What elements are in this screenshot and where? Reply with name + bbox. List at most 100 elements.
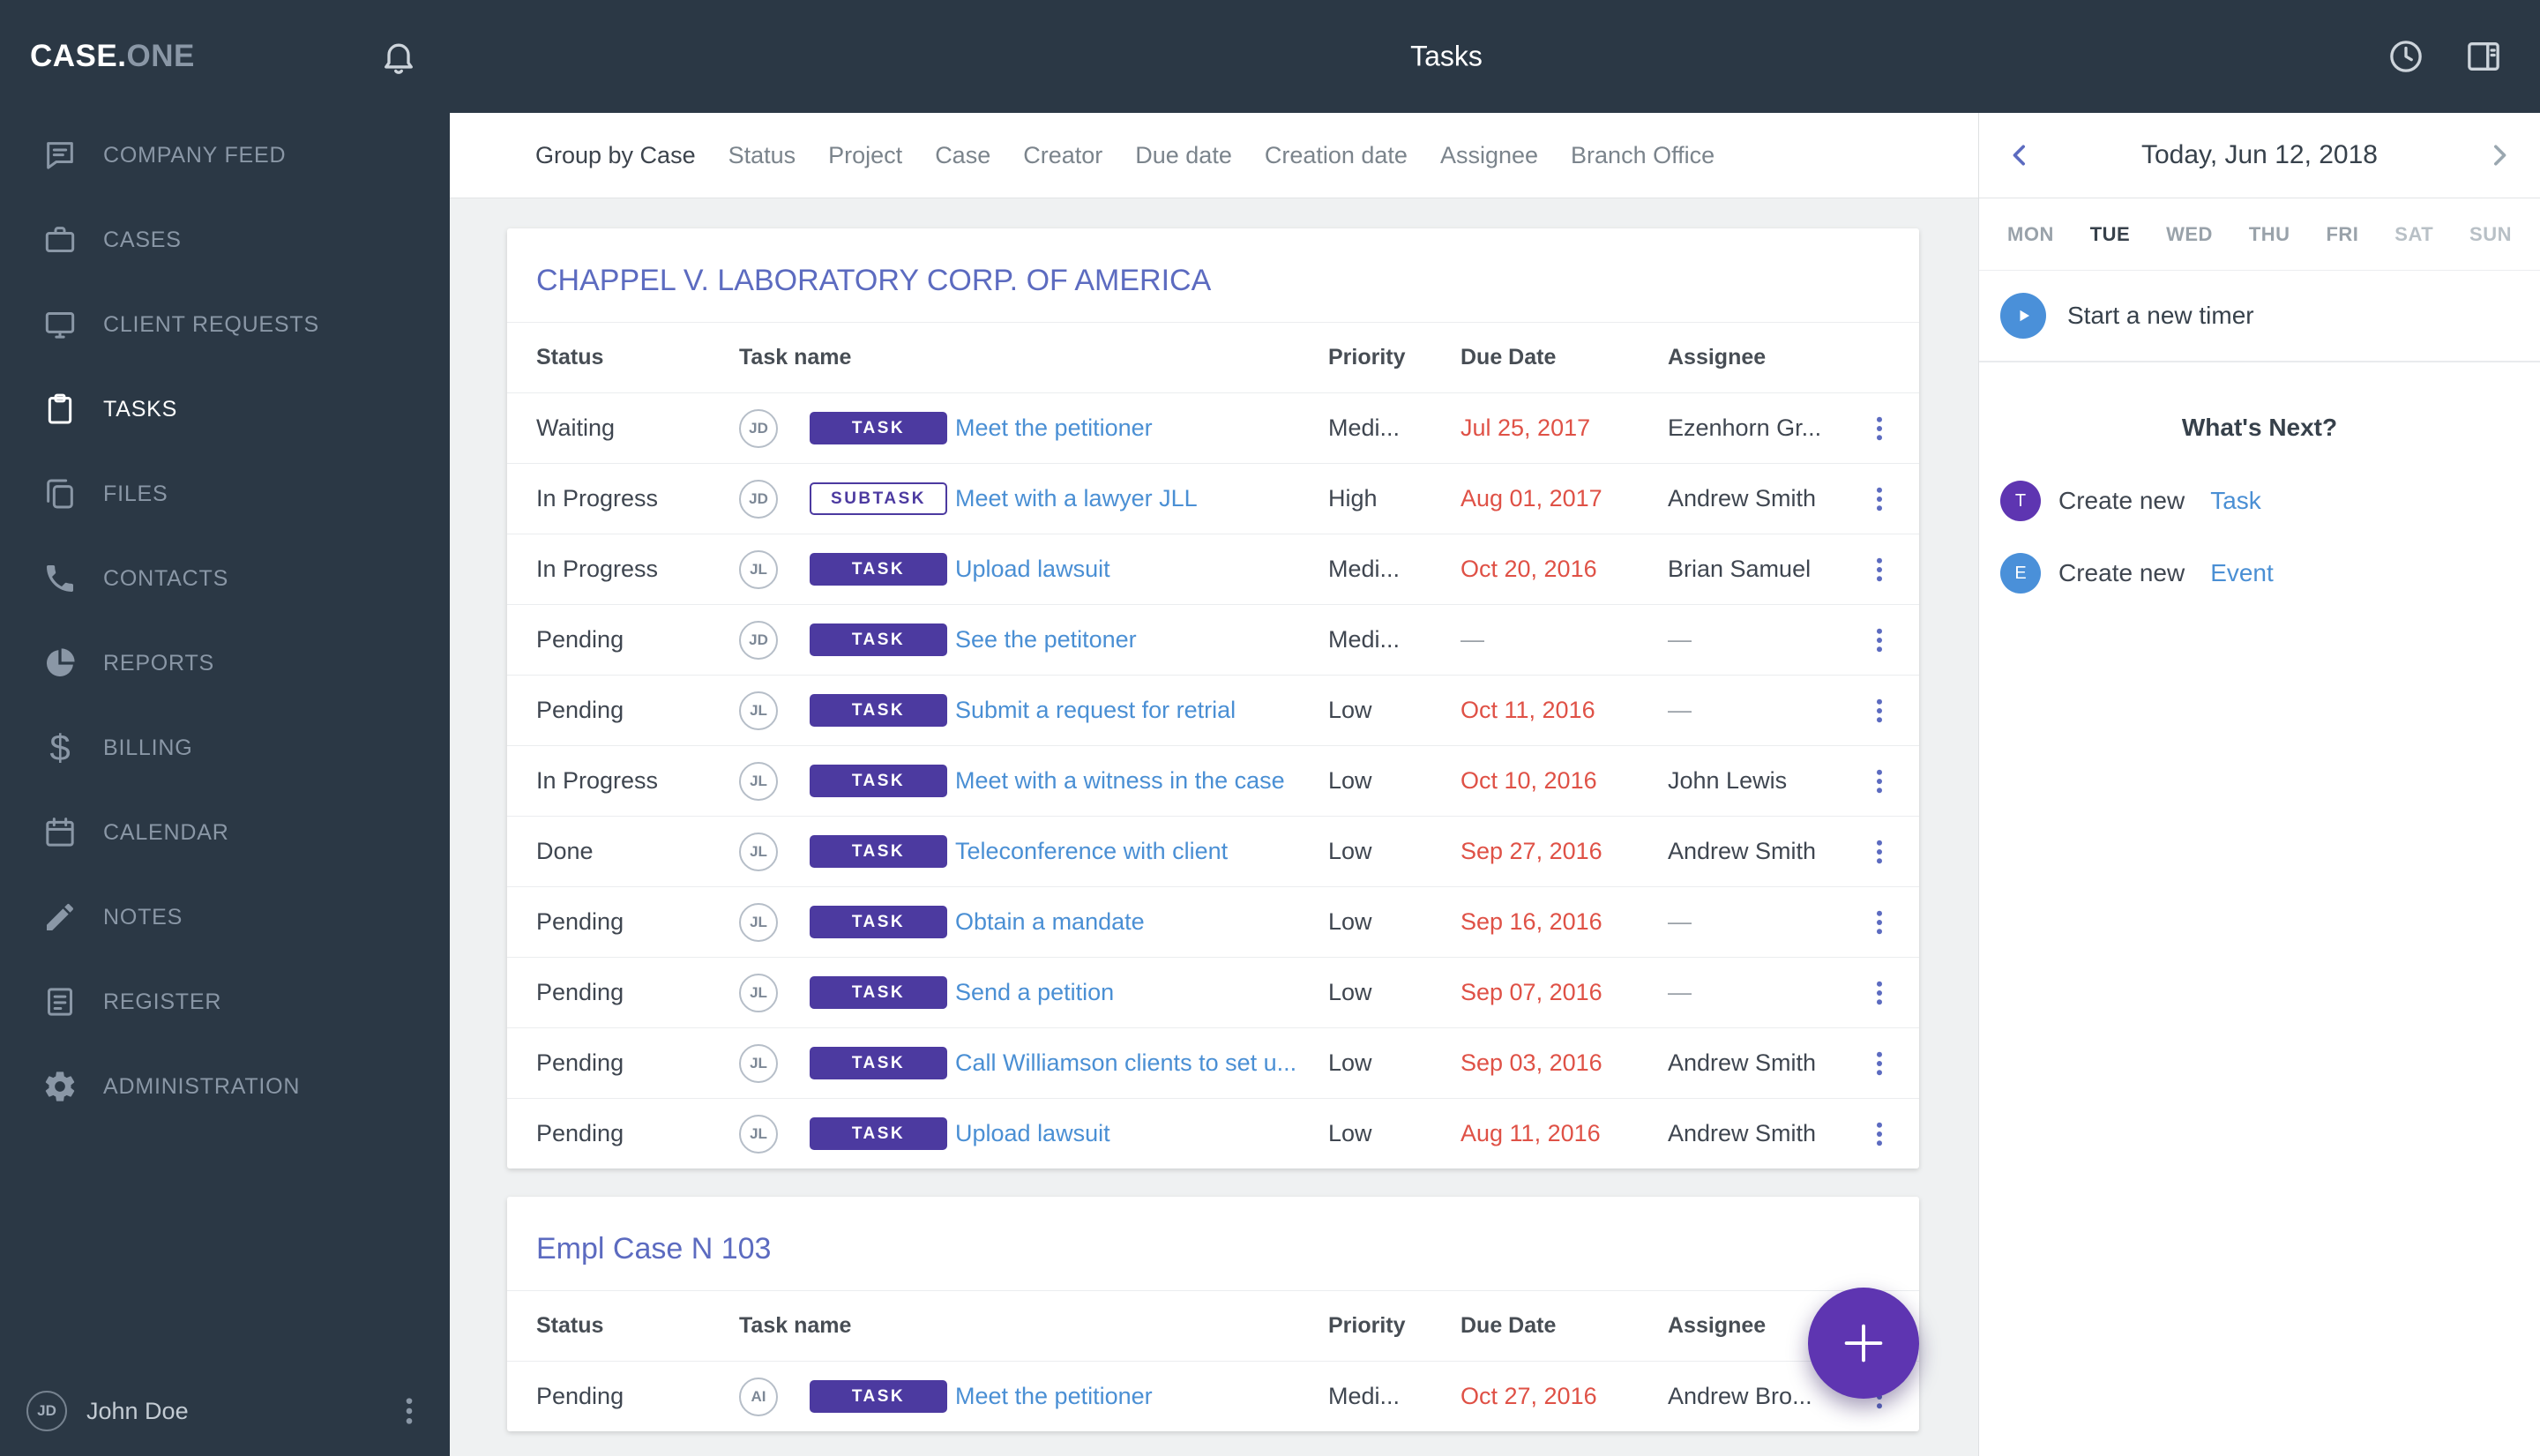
sidebar-item-administration[interactable]: ADMINISTRATION xyxy=(0,1044,450,1129)
notifications-bell-icon[interactable] xyxy=(379,37,418,76)
weekday-sun[interactable]: SUN xyxy=(2469,222,2512,245)
creator-avatar-cell: JL xyxy=(739,761,810,801)
filter-project[interactable]: Project xyxy=(828,141,903,168)
task-assignee: Ezenhorn Gr... xyxy=(1668,414,1822,441)
filter-bar: Group by Case Status Project Case Creator Due… xyxy=(450,113,1978,198)
task-name-link[interactable]: Meet with a witness in the case xyxy=(955,767,1285,794)
page-title: Tasks xyxy=(1410,40,1483,72)
weekday-mon[interactable]: MON xyxy=(2007,222,2054,245)
sidebar-item-billing[interactable]: $ BILLING xyxy=(0,706,450,790)
user-menu-kebab-icon[interactable] xyxy=(392,1393,427,1429)
filter-branch-office[interactable]: Branch Office xyxy=(1571,141,1715,168)
user-avatar[interactable]: JD xyxy=(26,1391,67,1431)
sidebar-item-tasks[interactable]: TASKS xyxy=(0,367,450,452)
filter-creator[interactable]: Creator xyxy=(1023,141,1103,168)
task-status: Waiting xyxy=(536,414,616,441)
row-menu-kebab-icon[interactable] xyxy=(1857,907,1901,938)
creator-avatar-cell: JL xyxy=(739,691,810,730)
row-menu-kebab-icon[interactable] xyxy=(1857,624,1901,656)
tasks-icon xyxy=(41,390,79,429)
creator-avatar: JD xyxy=(739,408,778,448)
task-name-link[interactable]: Meet with a lawyer JLL xyxy=(955,485,1198,511)
screen-icon xyxy=(41,305,79,344)
row-menu-kebab-icon[interactable] xyxy=(1857,483,1901,515)
sidebar-item-reports[interactable]: REPORTS xyxy=(0,621,450,706)
sidebar-item-files[interactable]: FILES xyxy=(0,452,450,536)
weekday-strip: MON TUE WED THU FRI SAT SUN xyxy=(1979,198,2540,271)
task-type-badge: TASK xyxy=(810,1047,947,1079)
row-menu-kebab-icon[interactable] xyxy=(1857,554,1901,586)
task-name-cell: Upload lawsuit xyxy=(955,1120,1328,1147)
create-new-link[interactable]: Task xyxy=(2210,487,2261,514)
weekday-sat[interactable]: SAT xyxy=(2394,222,2434,245)
task-name-link[interactable]: See the petitoner xyxy=(955,626,1137,653)
start-timer-button[interactable]: Start a new timer xyxy=(1979,271,2540,362)
sidebar-item-notes[interactable]: NOTES xyxy=(0,875,450,959)
layout-panel-icon[interactable] xyxy=(2464,37,2503,76)
filter-status[interactable]: Status xyxy=(728,141,796,168)
calendar-icon xyxy=(41,813,79,852)
task-status: In Progress xyxy=(536,556,659,582)
task-type-cell: SUBTASK xyxy=(810,482,955,515)
row-menu-kebab-icon[interactable] xyxy=(1857,977,1901,1009)
filter-group-by-case[interactable]: Group by Case xyxy=(535,141,696,168)
recent-activity-clock-icon[interactable] xyxy=(2387,37,2425,76)
sidebar-item-client-requests[interactable]: CLIENT REQUESTS xyxy=(0,282,450,367)
app-logo[interactable]: CASE.ONE xyxy=(30,39,195,74)
task-name-link[interactable]: Teleconference with client xyxy=(955,838,1229,864)
sidebar-item-register[interactable]: REGISTER xyxy=(0,959,450,1044)
row-menu-kebab-icon[interactable] xyxy=(1857,1048,1901,1079)
task-name-link[interactable]: Upload lawsuit xyxy=(955,1120,1110,1146)
row-menu-kebab-icon[interactable] xyxy=(1857,1118,1901,1150)
weekday-thu[interactable]: THU xyxy=(2248,222,2290,245)
task-name-cell: Meet the petitioner xyxy=(955,414,1328,442)
filter-creation-date[interactable]: Creation date xyxy=(1264,141,1408,168)
creator-avatar: JL xyxy=(739,1043,778,1083)
sidebar-item-cases[interactable]: CASES xyxy=(0,198,450,282)
task-name-link[interactable]: Call Williamson clients to set u... xyxy=(955,1049,1297,1076)
task-name-link[interactable]: Meet the petitioner xyxy=(955,1383,1153,1409)
gears-icon xyxy=(41,1067,79,1106)
row-menu-kebab-icon[interactable] xyxy=(1857,695,1901,727)
weekday-tue[interactable]: TUE xyxy=(2089,222,2131,245)
task-name-link[interactable]: Obtain a mandate xyxy=(955,908,1145,935)
sidebar-item-company-feed[interactable]: COMPANY FEED xyxy=(0,113,450,198)
add-task-fab[interactable] xyxy=(1808,1288,1919,1399)
row-menu-kebab-icon[interactable] xyxy=(1857,836,1901,868)
task-name-link[interactable]: Send a petition xyxy=(955,979,1115,1005)
creator-avatar-cell: JD xyxy=(739,479,810,519)
task-status: Done xyxy=(536,838,594,864)
create-new-task[interactable]: T Create new Task xyxy=(1979,465,2540,537)
prev-day-chevron-icon[interactable] xyxy=(2004,139,2036,171)
row-menu-kebab-icon[interactable] xyxy=(1857,413,1901,444)
header-status: Status xyxy=(536,1313,604,1338)
filter-case[interactable]: Case xyxy=(935,141,991,168)
case-title[interactable]: Empl Case N 103 xyxy=(536,1232,772,1266)
row-menu-kebab-icon[interactable] xyxy=(1857,765,1901,797)
create-new-link[interactable]: Event xyxy=(2210,559,2274,586)
task-name-cell: Call Williamson clients to set u... xyxy=(955,1049,1328,1077)
filter-due-date[interactable]: Due date xyxy=(1135,141,1232,168)
create-new-event[interactable]: E Create new Event xyxy=(1979,537,2540,609)
weekday-fri[interactable]: FRI xyxy=(2326,222,2359,245)
task-row: Pending JL TASK Send a petition Low Sep … xyxy=(507,957,1919,1027)
task-name-link[interactable]: Upload lawsuit xyxy=(955,556,1110,582)
sidebar-item-contacts[interactable]: CONTACTS xyxy=(0,536,450,621)
filter-assignee[interactable]: Assignee xyxy=(1439,141,1539,168)
sidebar-item-label: REPORTS xyxy=(103,650,214,676)
task-assignee: Andrew Bro... xyxy=(1668,1383,1812,1409)
sidebar-item-label: CALENDAR xyxy=(103,819,229,845)
sidebar-item-calendar[interactable]: CALENDAR xyxy=(0,790,450,875)
weekday-wed[interactable]: WED xyxy=(2166,222,2213,245)
task-name-link[interactable]: Meet the petitioner xyxy=(955,414,1153,441)
creator-avatar: JL xyxy=(739,973,778,1012)
task-type-badge: TASK xyxy=(810,694,947,727)
task-row: Pending JD TASK See the petitoner Medi..… xyxy=(507,604,1919,675)
next-day-chevron-icon[interactable] xyxy=(2484,139,2515,171)
play-icon xyxy=(2000,293,2046,339)
header-priority: Priority xyxy=(1328,345,1406,370)
case-title[interactable]: CHAPPEL V. LABORATORY CORP. OF AMERICA xyxy=(536,264,1212,297)
header-assignee: Assignee xyxy=(1668,345,1767,370)
create-new-prefix: Create new xyxy=(2058,487,2185,514)
task-name-link[interactable]: Submit a request for retrial xyxy=(955,697,1236,723)
